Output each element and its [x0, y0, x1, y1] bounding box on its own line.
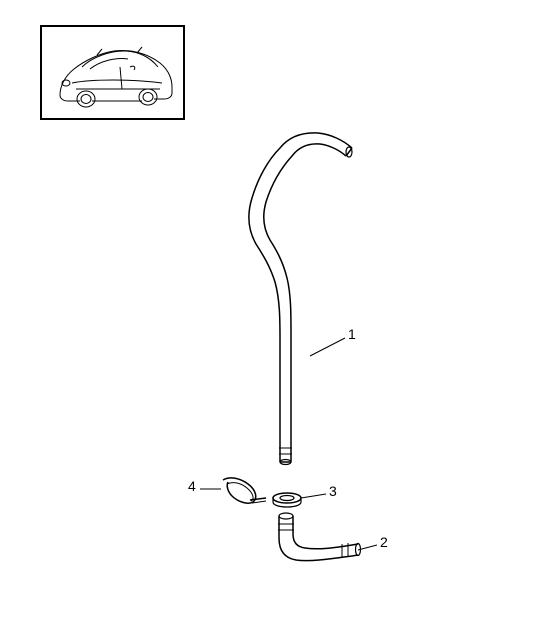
- leader-lines: [200, 338, 377, 550]
- part-main-hose: [249, 133, 352, 465]
- part-lower-hose: [278, 513, 361, 561]
- parts-diagram: 1 2 3 4: [0, 0, 545, 628]
- callout-label-2: 2: [380, 534, 388, 550]
- hose-assembly-drawing: [0, 0, 545, 628]
- part-clamp: [223, 478, 266, 503]
- callout-label-4: 4: [188, 478, 196, 494]
- callout-label-1: 1: [348, 326, 356, 342]
- part-gasket: [273, 493, 301, 507]
- callout-label-3: 3: [329, 483, 337, 499]
